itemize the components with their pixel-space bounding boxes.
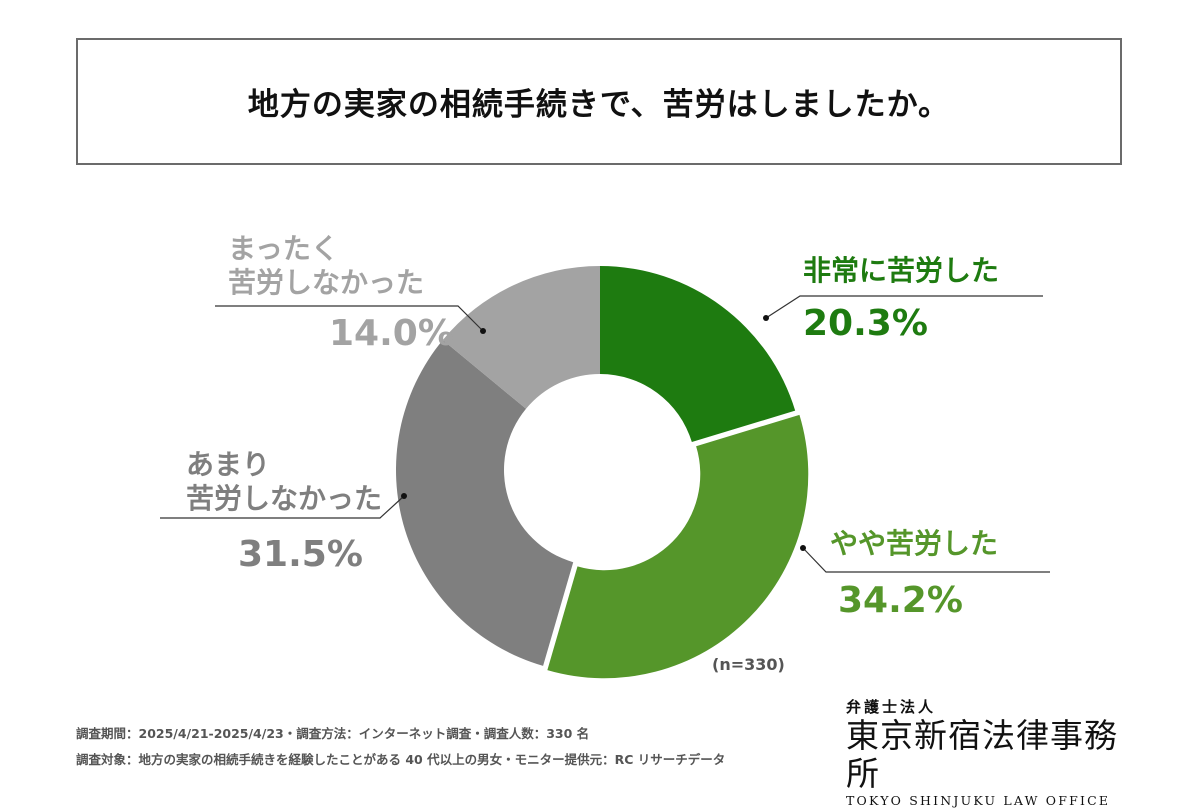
label-value-3: 14.0% bbox=[329, 313, 454, 354]
leader-dot-3 bbox=[480, 328, 486, 334]
donut-slice-2 bbox=[396, 339, 574, 666]
survey-target-note: 調査対象：地方の実家の相続手続きを経験したことがある 40 代以上の男女・モニタ… bbox=[76, 752, 726, 767]
leader-dot-2 bbox=[401, 493, 407, 499]
logo-main-text: 東京新宿法律事務所 bbox=[846, 716, 1118, 793]
leader-dot-0 bbox=[763, 315, 769, 321]
donut-slice-1 bbox=[547, 414, 809, 679]
leader-line-1 bbox=[802, 547, 1050, 573]
chart-title: 地方の実家の相続手続きで、苦労はしましたか。 bbox=[247, 87, 951, 123]
leader-line-2 bbox=[160, 495, 405, 519]
leader-dot-1 bbox=[800, 545, 806, 551]
label-value-0: 20.3% bbox=[803, 303, 928, 344]
logo-top-text: 弁護士法人 bbox=[846, 698, 937, 716]
label-value-2: 31.5% bbox=[238, 534, 363, 575]
label-category-0: 非常に苦労した bbox=[803, 254, 1000, 287]
title-box: 地方の実家の相続手続きで、苦労はしましたか。 bbox=[76, 38, 1122, 165]
label-value-1: 34.2% bbox=[838, 580, 963, 621]
donut-slice-3 bbox=[442, 266, 600, 409]
leader-line-3 bbox=[215, 305, 484, 332]
law-office-logo: 弁護士法人 東京新宿法律事務所 TOKYO SHINJUKU LAW OFFIC… bbox=[846, 696, 1132, 808]
label-category-3: まったく 苦労しなかった bbox=[228, 232, 425, 299]
label-category-2: あまり 苦労しなかった bbox=[186, 448, 383, 515]
donut-slice-0 bbox=[600, 266, 796, 443]
label-category-1: やや苦労した bbox=[830, 527, 999, 560]
sample-size-note: (n=330) bbox=[712, 655, 785, 674]
logo-sub-text: TOKYO SHINJUKU LAW OFFICE bbox=[846, 793, 1111, 808]
leader-line-0 bbox=[765, 295, 1043, 319]
survey-period-note: 調査期間：2025/4/21-2025/4/23・調査方法：インターネット調査・… bbox=[76, 726, 590, 741]
